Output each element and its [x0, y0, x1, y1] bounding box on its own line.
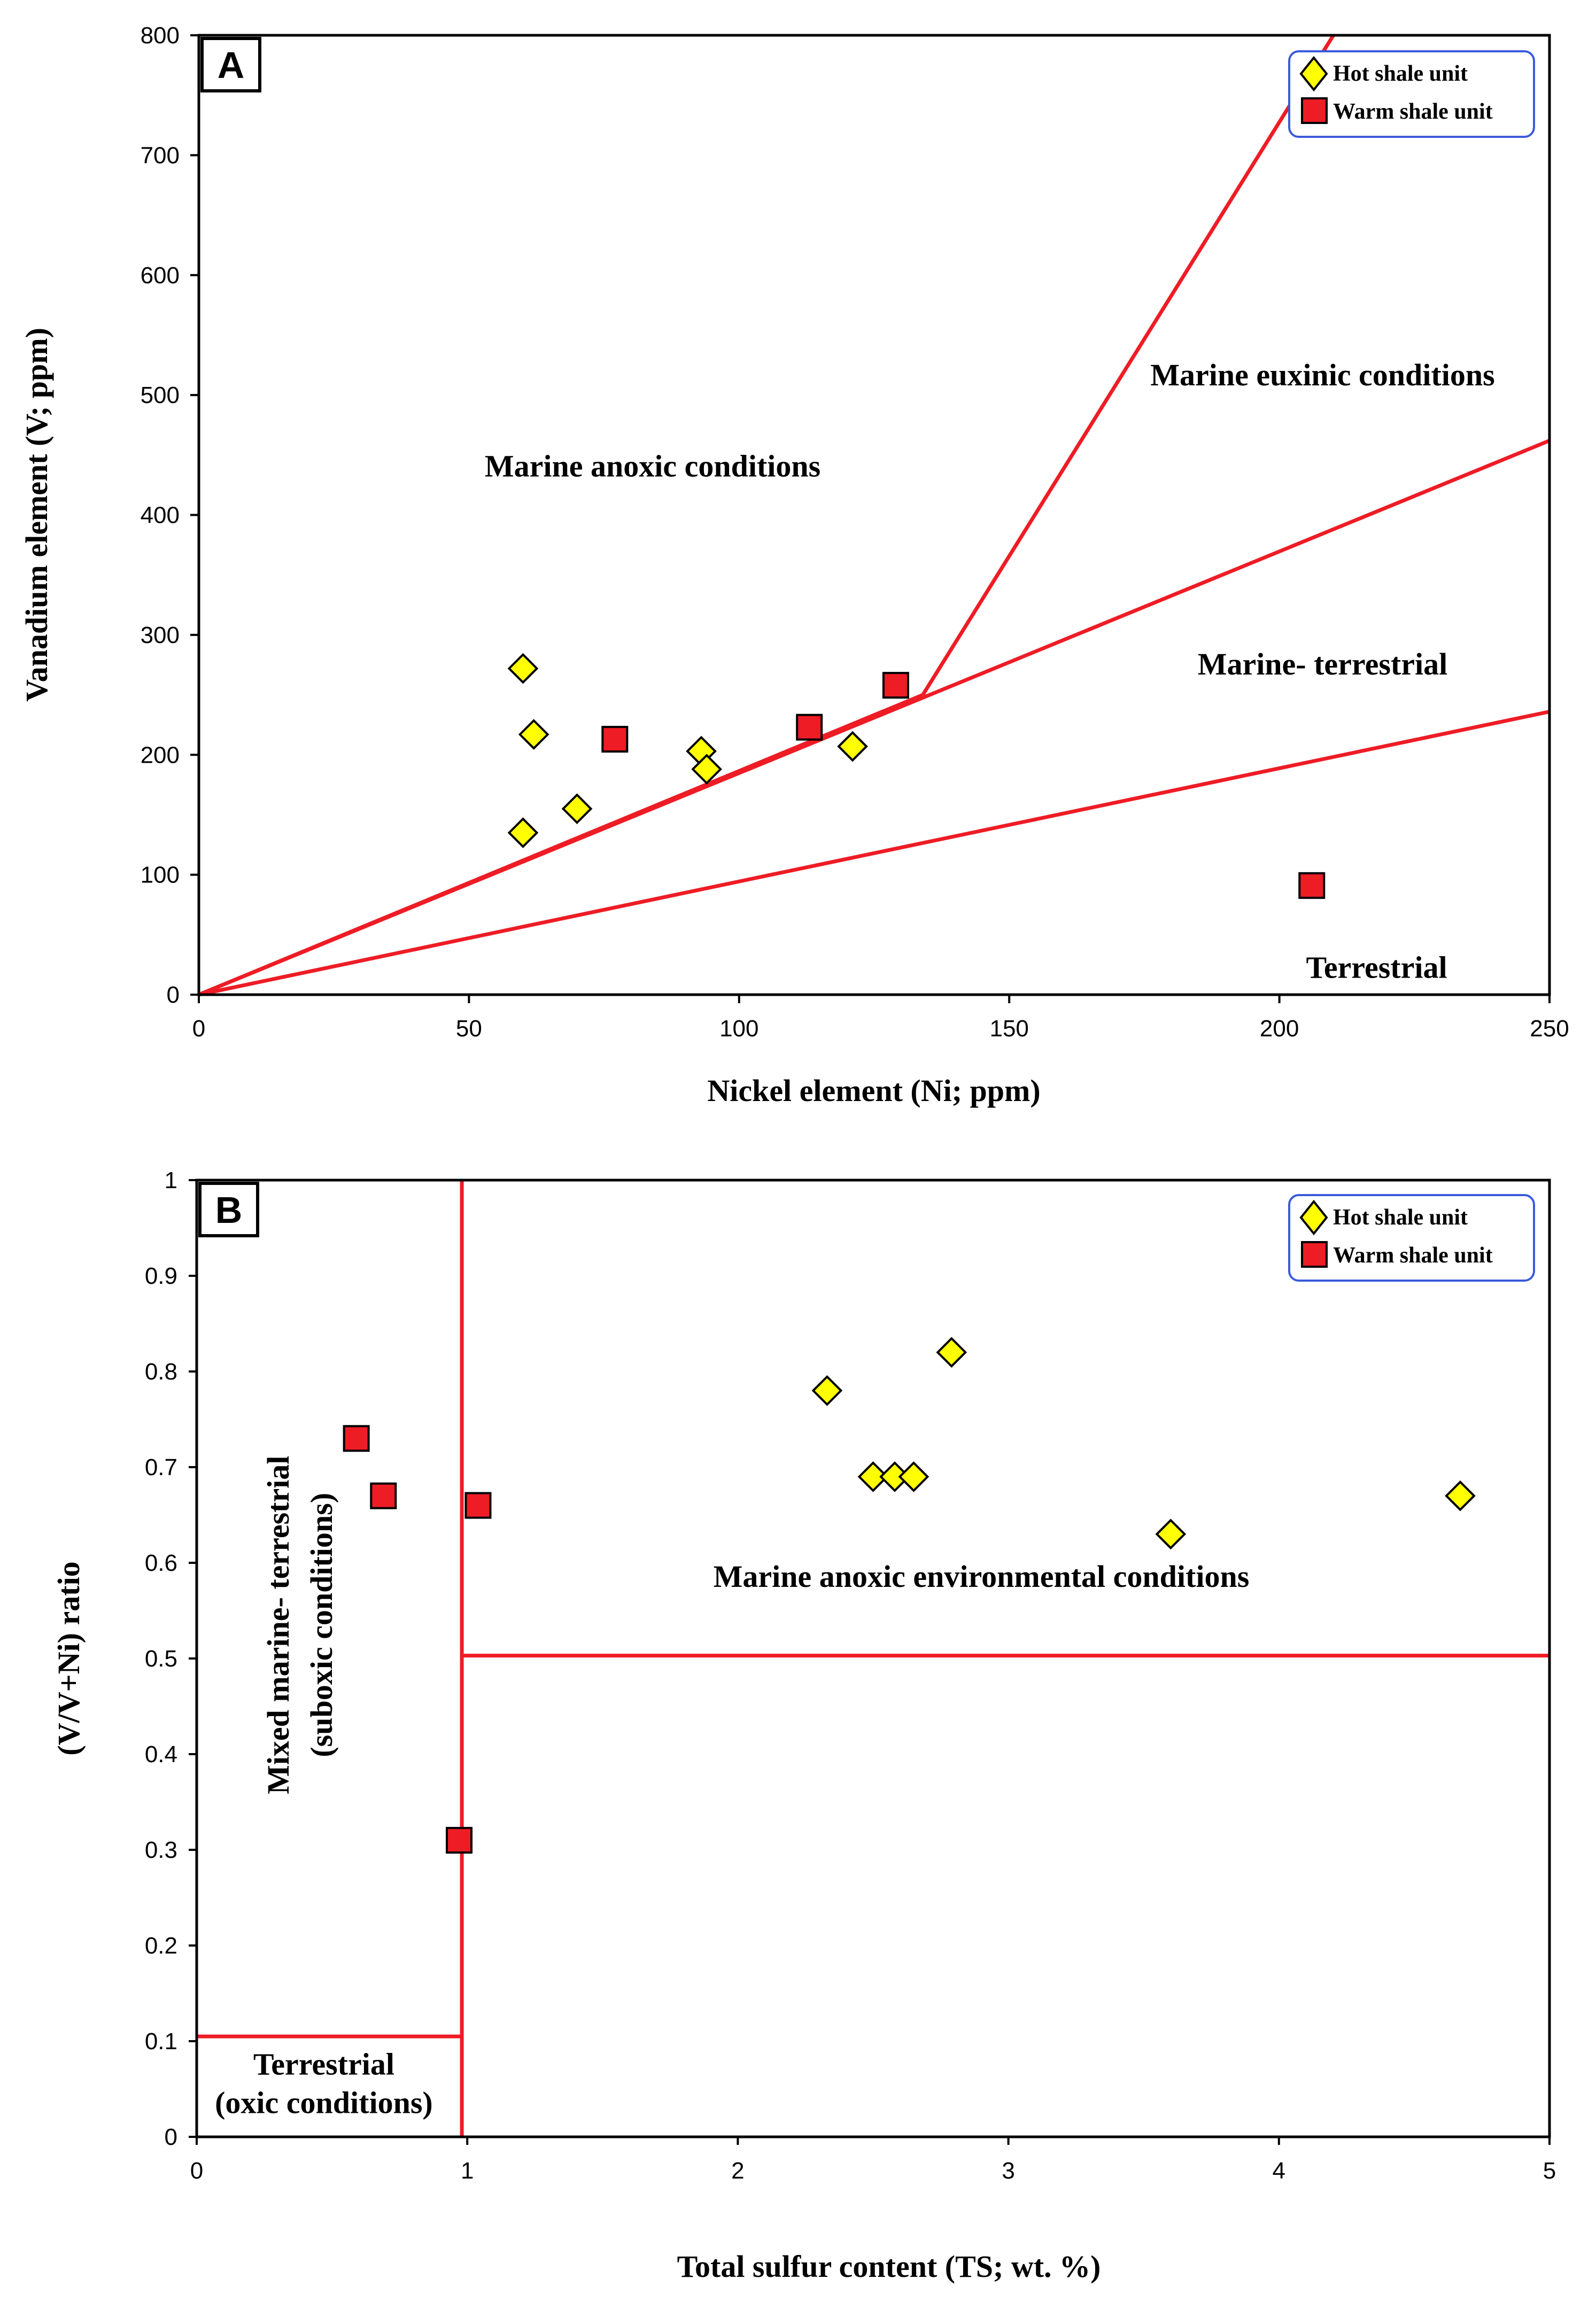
panel-b-hot-shale-point: [1155, 1518, 1187, 1550]
panel-b-y-axis-title: (V/V+Ni) ratio: [51, 1561, 86, 1755]
panel-b-y-tick-label: 0.8: [145, 1359, 177, 1385]
panel-a-x-tick-label: 0: [192, 1016, 205, 1042]
panel-b-legend-box: [1288, 1194, 1535, 1282]
panel-b-legend-hot-marker: [1299, 1199, 1328, 1236]
panel-a-data-points: [507, 653, 1326, 899]
panel-b-legend-warm-marker: [1301, 1241, 1328, 1268]
panel-a-hot-shale-point: [561, 793, 593, 825]
panel-b-y-tick-label: 0.6: [145, 1550, 177, 1576]
panel-b-y-tick-label: 0: [165, 2124, 177, 2150]
panel-a-region-label: Terrestrial: [1306, 950, 1447, 985]
panel-b-hot-shale-point: [857, 1461, 889, 1492]
panel-b-warm-shale-point: [446, 1827, 473, 1854]
panel-a-y-tick-label: 600: [141, 262, 180, 289]
panel-b-x-tick-label: 4: [1273, 2158, 1285, 2184]
panel-b-hot-shale-point: [936, 1337, 967, 1368]
panel-b-data-points: [343, 1337, 1476, 1854]
panel-b-x-ticks: 0 1 2 3 4 5: [190, 2137, 1556, 2184]
panel-a-region-label: Marine euxinic conditions: [1150, 358, 1494, 392]
panel-a-legend-box: [1288, 50, 1535, 138]
panel-a-label-box: [200, 37, 261, 92]
panel-b-hot-shale-point: [898, 1461, 929, 1492]
panel-b-y-tick-label: 0.7: [145, 1454, 177, 1481]
panel-a-x-ticks: 0 50 100 150 200 250: [192, 995, 1569, 1042]
panel-a-annotations: Marine anoxic conditions Marine euxinic c…: [485, 358, 1495, 985]
panel-a-hot-shale-point: [518, 719, 549, 750]
panel-a-reference-lines: [198, 34, 1551, 997]
panel-b-chart: 0 1 2 3 4 5 0 0.1 0.2 0.3 0.4 0.5 0.6 0.7 0.8 0.9 1 Mar…: [51, 1167, 1556, 2284]
panel-a-y-tick-label: 500: [141, 382, 180, 408]
panel-b-y-tick-label: 0.4: [145, 1741, 177, 1768]
panel-a-hot-shale-point: [507, 817, 539, 848]
panel-a-region-label: Marine anoxic conditions: [485, 449, 820, 484]
panel-a-x-tick-label: 100: [719, 1016, 758, 1042]
panel-a-warm-shale-point: [1298, 872, 1326, 899]
panel-b-hot-shale-point: [811, 1375, 843, 1406]
panel-a-warm-shale-point: [796, 714, 823, 741]
panel-b-annotations: Marine anoxic environmental conditions Te…: [215, 1456, 1249, 2120]
panel-b-region-label: Mixed marine- terrestrial: [261, 1456, 296, 1794]
panel-b-region-label: Terrestrial: [253, 2047, 394, 2082]
panel-a-legend-hot-marker: [1299, 56, 1328, 92]
panel-b-y-tick-label: 0.1: [145, 2028, 177, 2055]
panel-b-reference-lines: [197, 1180, 1549, 2137]
panel-b-region-label: (suboxic conditions): [304, 1493, 339, 1757]
panel-a-legend-hot-label: Hot shale unit: [1333, 61, 1468, 86]
panel-b-x-tick-label: 0: [190, 2158, 203, 2184]
panel-a-x-tick-label: 50: [456, 1016, 482, 1042]
panel-a-legend: Hot shale unit Warm shale unit: [1288, 50, 1535, 138]
panel-b-legend: Hot shale unit Warm shale unit: [1288, 1194, 1535, 1282]
panel-a-chart: 0 50 100 150 200 250 0 100 200 300 400 500 600 700 80…: [19, 22, 1569, 1108]
panel-b-label: B: [215, 1189, 243, 1231]
panel-b-y-ticks: 0 0.1 0.2 0.3 0.4 0.5 0.6 0.7 0.8 0.9 1: [145, 1167, 197, 2150]
panel-b-y-tick-label: 0.5: [145, 1646, 177, 1672]
panel-b-y-tick-label: 0.9: [145, 1263, 177, 1289]
panel-b-region-label: Marine anoxic environmental conditions: [714, 1559, 1250, 1594]
panel-a-x-tick-label: 150: [989, 1016, 1028, 1042]
panel-a-y-axis-title: Vanadium element (V; ppm): [19, 328, 54, 702]
panel-b-x-tick-label: 1: [461, 2158, 474, 2184]
panel-b-y-tick-label: 0.2: [145, 1933, 177, 1959]
panel-b-x-tick-label: 5: [1543, 2158, 1556, 2184]
panel-b-warm-shale-point: [370, 1482, 397, 1509]
panel-a-hot-shale-point: [507, 653, 539, 684]
panel-b-x-axis-title: Total sulfur content (TS; wt. %): [677, 2249, 1101, 2284]
panel-a-reference-line: [198, 710, 1550, 997]
panel-a-x-axis-title: Nickel element (Ni; ppm): [707, 1073, 1040, 1108]
panel-a-reference-line: [198, 439, 1551, 997]
panel-a-hot-shale-point: [837, 731, 868, 762]
panel-a-x-tick-label: 250: [1530, 1016, 1569, 1042]
panel-a-x-tick-label: 200: [1260, 1016, 1299, 1042]
panel-a-y-ticks: 0 100 200 300 400 500 600 700 800: [141, 22, 199, 1008]
panel-a-warm-shale-point: [601, 726, 629, 753]
panel-b-y-tick-label: 1: [165, 1167, 177, 1193]
panel-a-y-tick-label: 400: [141, 502, 180, 529]
panel-a-y-tick-label: 300: [141, 622, 180, 648]
panel-b-x-tick-label: 2: [731, 2158, 744, 2184]
panel-b-warm-shale-point: [464, 1492, 492, 1519]
panel-a-hot-shale-point: [691, 754, 722, 785]
panel-b-legend-warm-label: Warm shale unit: [1333, 1243, 1493, 1268]
panel-b-warm-shale-point: [343, 1425, 370, 1452]
panel-b-y-tick-label: 0.3: [145, 1837, 177, 1863]
panel-b-label-box: [198, 1182, 259, 1237]
panel-a-y-tick-label: 700: [141, 142, 180, 168]
panel-a-y-tick-label: 0: [167, 982, 180, 1008]
panel-a-y-tick-label: 800: [141, 22, 180, 49]
panel-a-legend-warm-label: Warm shale unit: [1333, 99, 1493, 124]
panel-a-warm-shale-point: [882, 672, 909, 699]
panel-b-legend-hot-label: Hot shale unit: [1333, 1205, 1468, 1230]
panel-a-label: A: [218, 44, 245, 86]
panel-b-region-label: (oxic conditions): [215, 2085, 433, 2120]
panel-a-reference-line: [921, 34, 1335, 696]
panel-b-x-tick-label: 3: [1002, 2158, 1014, 2184]
panel-a-legend-warm-marker: [1301, 97, 1328, 124]
panel-a-y-tick-label: 200: [141, 742, 180, 768]
panel-a-region-label: Marine- terrestrial: [1198, 647, 1448, 681]
panel-a-y-tick-label: 100: [141, 862, 180, 888]
panel-b-hot-shale-point: [1445, 1480, 1476, 1512]
